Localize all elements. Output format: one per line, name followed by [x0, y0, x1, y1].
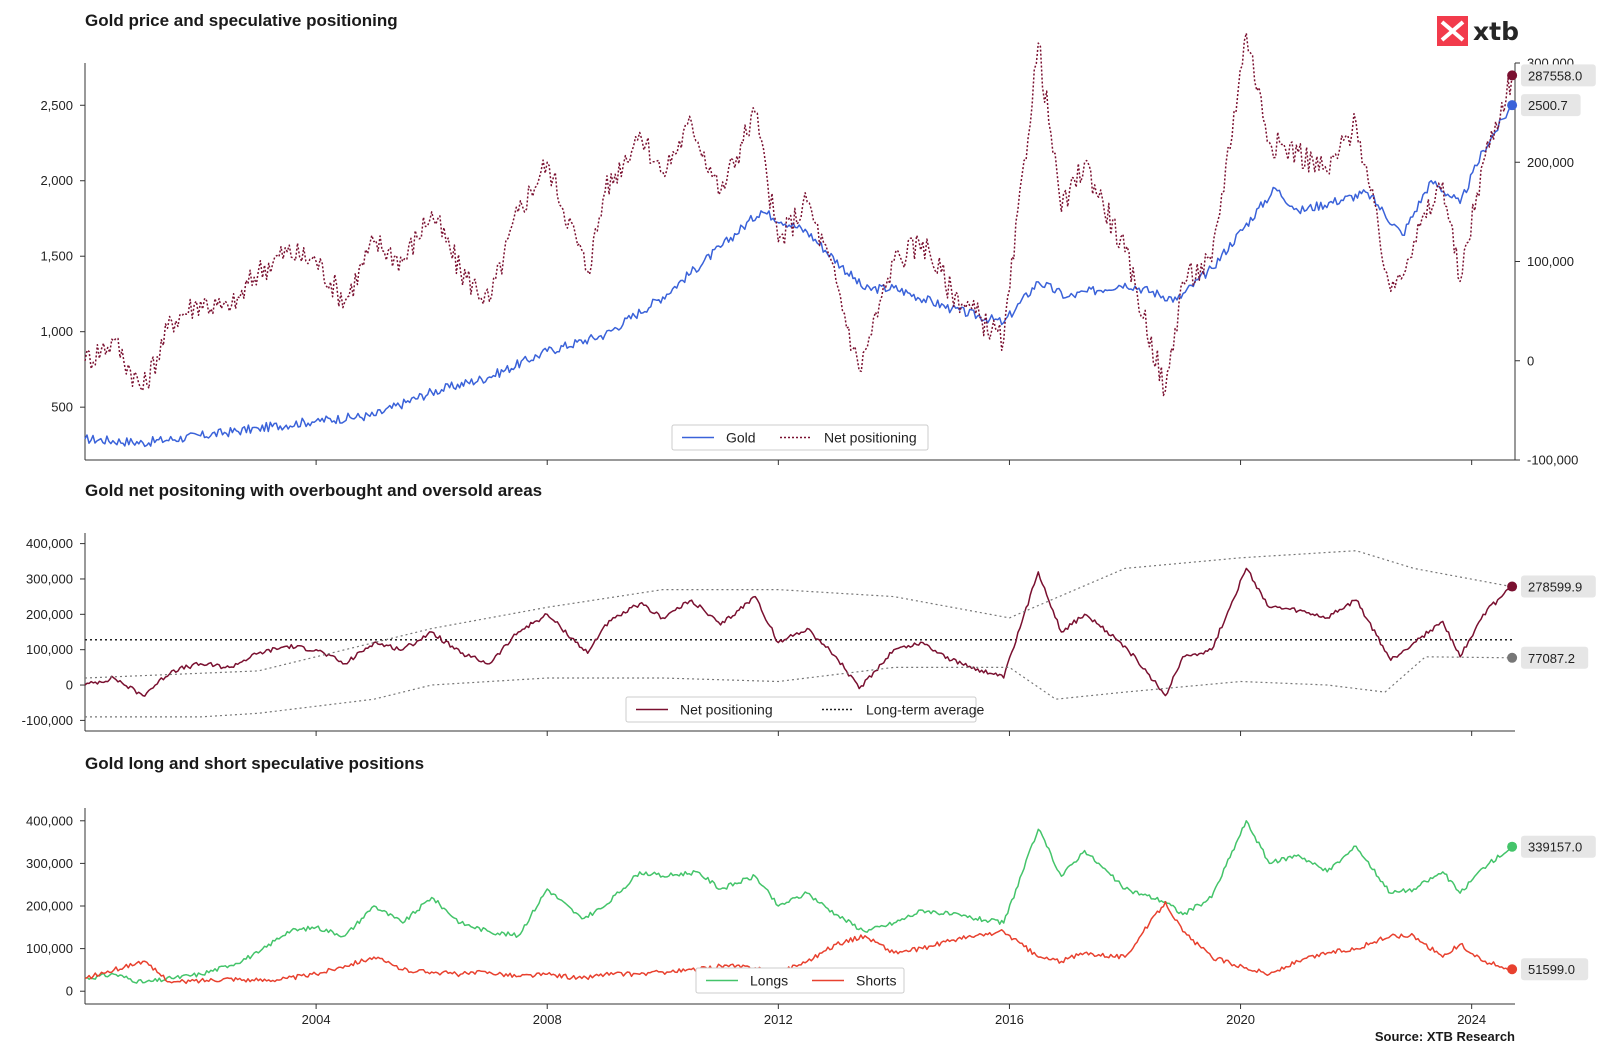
y-tick-label: 400,000	[26, 813, 73, 828]
x-tick-label: 2020	[1226, 1012, 1255, 1027]
series-line-net-positioning	[84, 32, 1513, 397]
series-line-overbought-band	[84, 550, 1513, 679]
legend-label: Longs	[750, 973, 788, 989]
series-line-net-positioning	[84, 567, 1513, 697]
series-end-marker	[1507, 100, 1518, 111]
xtb-logo-text: xtb	[1473, 17, 1519, 46]
series-end-label: 77087.2	[1521, 646, 1589, 669]
series-end-label: 2500.7	[1521, 94, 1581, 117]
series-end-label: 339157.0	[1521, 835, 1596, 858]
x-tick-label: 2008	[533, 1012, 562, 1027]
y-tick-label: 300,000	[26, 856, 73, 871]
series-end-label-box	[1521, 94, 1581, 117]
y-tick-label: 400,000	[26, 536, 73, 551]
source-note: Source: XTB Research	[1375, 1029, 1515, 1044]
legend-label: Long-term average	[866, 702, 985, 718]
x-tick-label: 2004	[302, 1012, 331, 1027]
series-end-label-text: 287558.0	[1528, 68, 1582, 83]
series-end-marker	[1507, 841, 1518, 852]
y-tick-label: 2,500	[40, 98, 73, 113]
legend-box	[625, 696, 977, 723]
xtb-logo: xtb	[1437, 16, 1519, 46]
series-end-label-text: 278599.9	[1528, 580, 1582, 595]
y-tick-label: 1,500	[40, 249, 73, 264]
y-tick-label: 100,000	[26, 941, 73, 956]
y-tick-label: 300,000	[26, 571, 73, 586]
legend-box	[695, 967, 905, 994]
panel-title: Gold long and short speculative position…	[85, 754, 424, 773]
legend: Longs Shorts	[695, 967, 905, 994]
legend-label: Net positioning	[824, 430, 917, 446]
series-end-marker	[1507, 964, 1518, 975]
y-tick-label: 0	[66, 984, 73, 999]
y-tick-label: 500	[51, 400, 73, 415]
y-tick-label: 0	[66, 678, 73, 693]
y-right-tick-label: -100,000	[1527, 453, 1578, 468]
series-end-label-box	[1521, 835, 1596, 858]
x-tick-label: 2024	[1457, 1012, 1486, 1027]
series-end-label-box	[1521, 64, 1596, 87]
y-tick-label: 2,000	[40, 173, 73, 188]
series-line-oversold-band	[85, 656, 1513, 718]
y-tick-label: 200,000	[26, 607, 73, 622]
y-tick-label: 200,000	[26, 899, 73, 914]
y-tick-label: -100,000	[22, 713, 73, 728]
series-end-label-text: 77087.2	[1528, 651, 1575, 666]
xtb-logo-cross-icon	[1440, 20, 1465, 42]
y-right-tick-label: 100,000	[1527, 254, 1574, 269]
series-end-marker	[1507, 581, 1518, 592]
panel-title: Gold price and speculative positioning	[85, 11, 398, 30]
y-tick-label: 1,000	[40, 324, 73, 339]
x-tick-label: 2016	[995, 1012, 1024, 1027]
series-line-longs	[84, 820, 1513, 984]
series-end-marker	[1507, 70, 1518, 81]
legend: Gold Net positioning	[671, 424, 929, 451]
series-end-label-text: 51599.0	[1528, 962, 1575, 977]
series-line-shorts	[84, 900, 1513, 985]
series-end-marker	[1507, 652, 1518, 663]
series-end-label-box	[1521, 646, 1589, 669]
series-end-label: 51599.0	[1521, 958, 1589, 981]
series-end-label-box	[1521, 575, 1596, 598]
series-line-gold	[84, 104, 1513, 448]
legend: Net positioning Long-term average	[625, 696, 985, 723]
legend-label: Shorts	[856, 973, 896, 989]
legend-label: Net positioning	[680, 702, 773, 718]
panel-title: Gold net positoning with overbought and …	[85, 481, 542, 500]
x-tick-label: 2012	[764, 1012, 793, 1027]
series-end-label: 278599.9	[1521, 575, 1596, 598]
series-end-label-box	[1521, 958, 1589, 981]
series-end-label: 287558.0	[1521, 64, 1596, 87]
y-right-tick-label: 0	[1527, 353, 1534, 368]
legend-label: Gold	[726, 430, 756, 446]
y-right-tick-label: 200,000	[1527, 155, 1574, 170]
series-end-label-text: 2500.7	[1528, 98, 1568, 113]
series-end-label-text: 339157.0	[1528, 840, 1582, 855]
y-tick-label: 100,000	[26, 642, 73, 657]
